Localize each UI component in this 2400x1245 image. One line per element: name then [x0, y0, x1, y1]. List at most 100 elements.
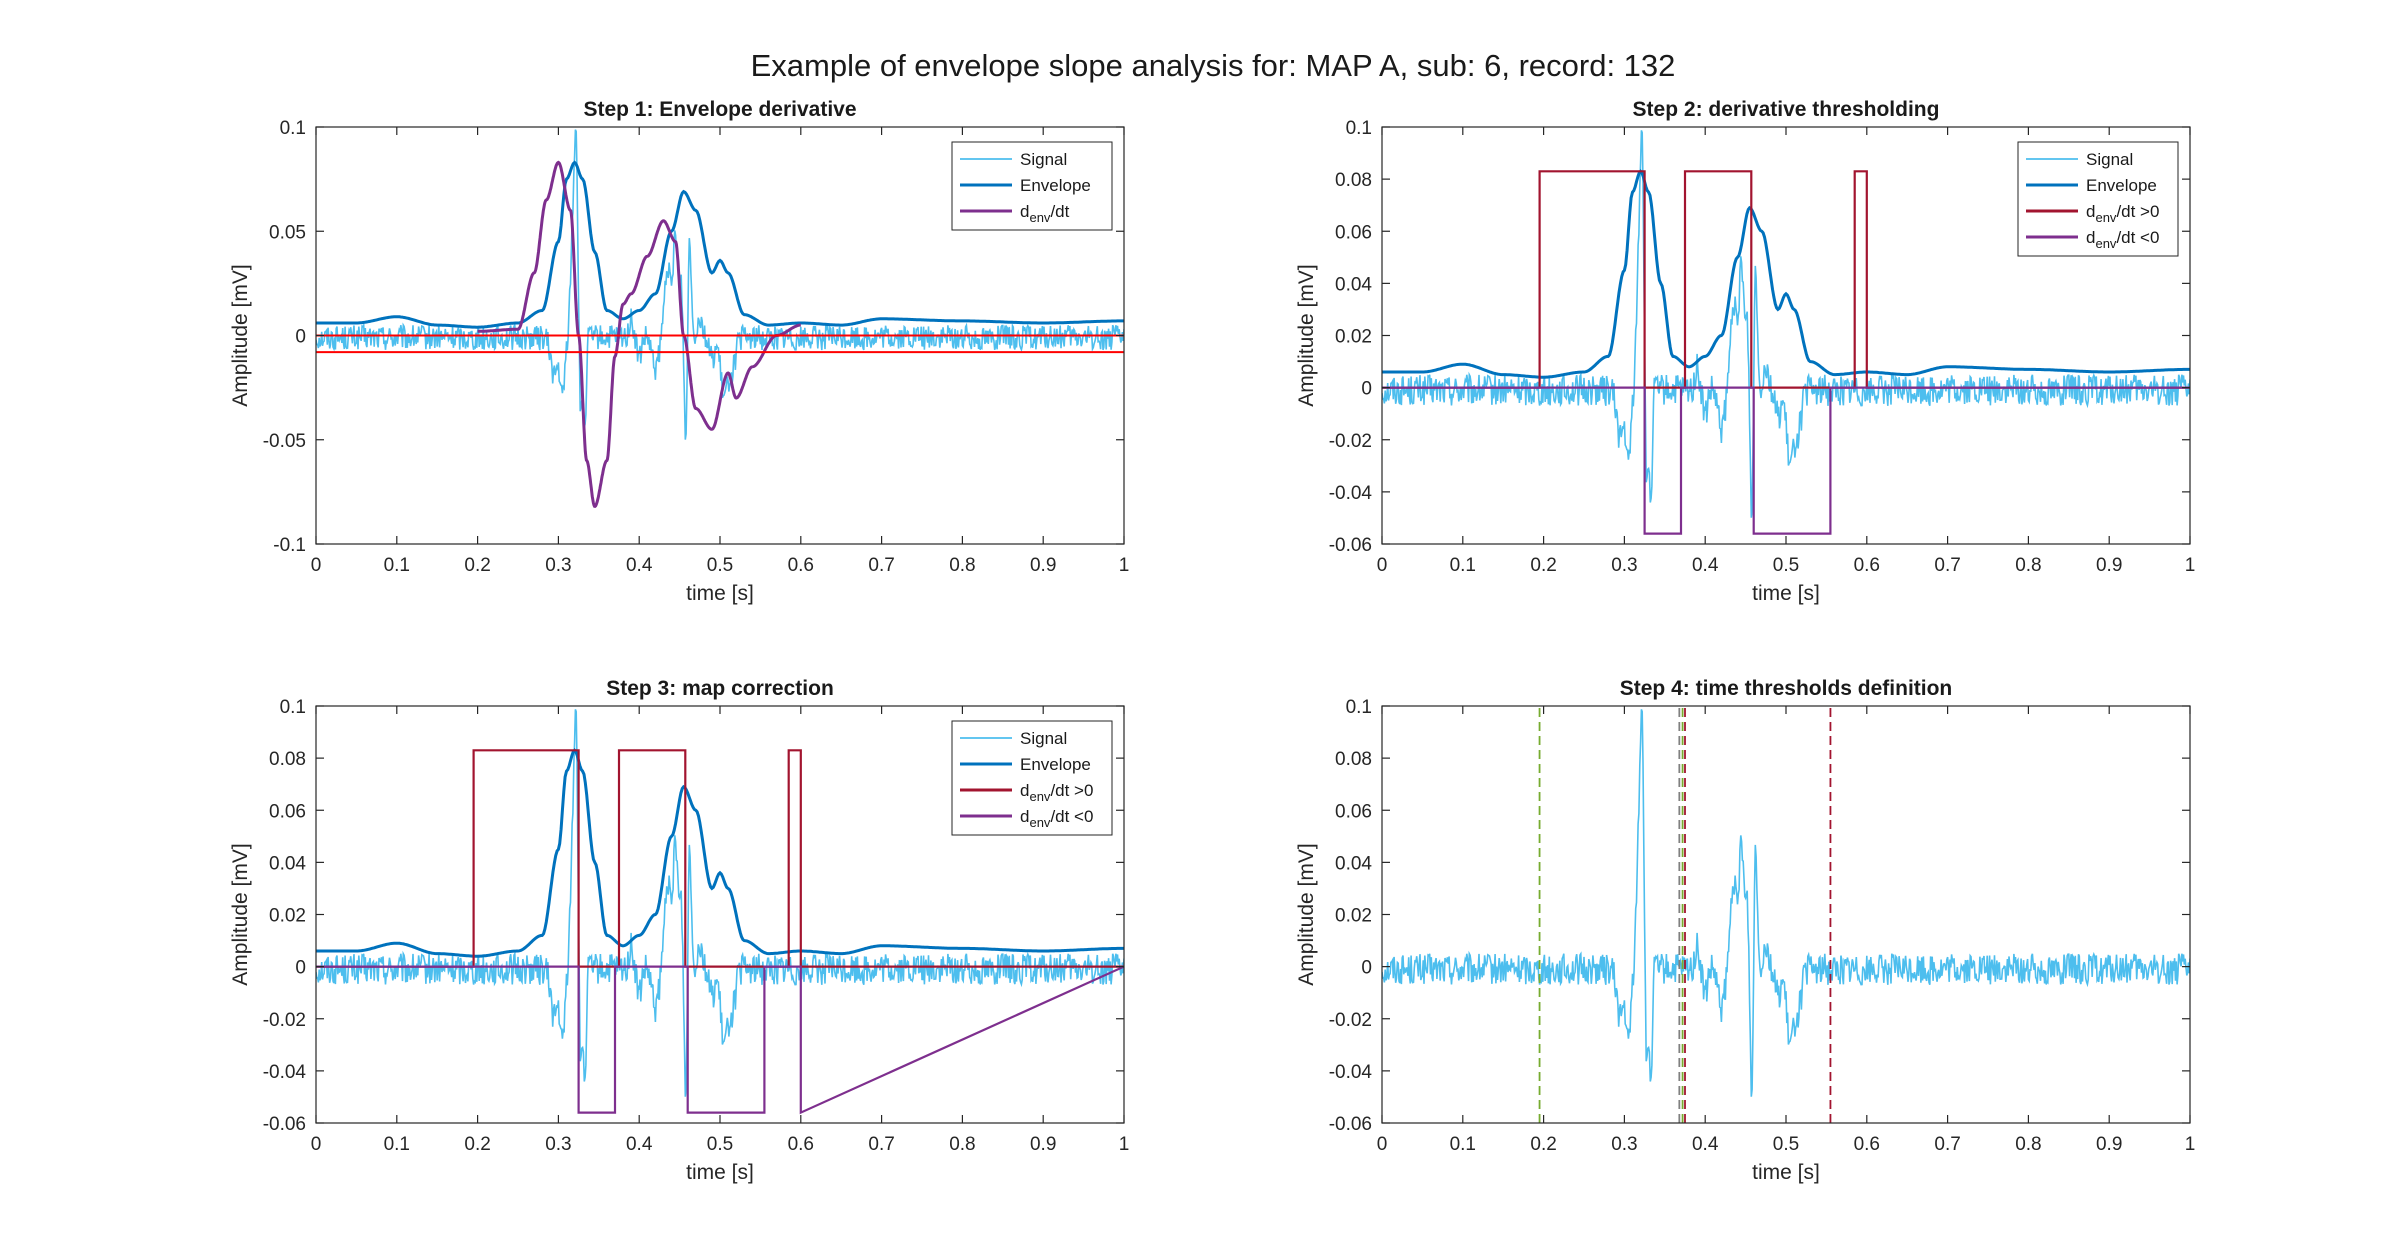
x-axis-label: time [s] [686, 582, 754, 605]
x-tick-label: 0.8 [2015, 1134, 2041, 1155]
y-tick-label: 0.05 [269, 222, 306, 243]
y-tick-label: -0.02 [1329, 1010, 1372, 1031]
x-tick-label: 0.3 [1611, 1134, 1637, 1155]
y-axis-label: Amplitude [mV] [1295, 264, 1318, 406]
y-tick-label: -0.06 [1329, 1114, 1372, 1135]
y-tick-label: 0.06 [269, 801, 306, 822]
x-tick-label: 0.3 [545, 1134, 571, 1155]
x-tick-label: 0.1 [1450, 555, 1476, 576]
subplot-step1: 0 0.1 0.2 0.3 0.4 0.5 0.6 0.7 0.8 0.9 1 -0.1 -0.05 0 0… [229, 98, 1129, 605]
x-tick-label: 0.9 [1030, 1134, 1056, 1155]
y-tick-label: 0.08 [269, 749, 306, 770]
legend-label: Signal [1020, 729, 1067, 748]
y-tick-label: 0.1 [280, 697, 306, 718]
negative-slope-line [1382, 386, 2190, 535]
x-tick-label: 0.5 [1773, 1134, 1799, 1155]
x-tick-label: 0.8 [949, 1134, 975, 1155]
y-tick-label: 0 [295, 958, 306, 979]
signal-line [316, 129, 1124, 440]
y-tick-label: -0.04 [1329, 1062, 1373, 1083]
x-tick-label: 0.1 [384, 1134, 410, 1155]
x-tick-label: 0.4 [1692, 555, 1719, 576]
y-tick-label: 0.08 [1335, 749, 1372, 770]
x-tick-label: 1 [2185, 555, 2196, 576]
x-tick-label: 0.5 [707, 1134, 733, 1155]
subplot-step4: 0 0.1 0.2 0.3 0.4 0.5 0.6 0.7 0.8 0.9 1 -0.06 -0.04 -… [1295, 677, 2195, 1184]
x-tick-label: 0 [311, 555, 322, 576]
x-tick-label: 0.9 [1030, 555, 1056, 576]
subplot-title: Step 3: map correction [606, 677, 834, 700]
x-tick-label: 0.2 [464, 555, 490, 576]
x-tick-label: 0.5 [707, 555, 733, 576]
y-tick-label: 0.04 [1335, 274, 1372, 295]
y-tick-label: 0.1 [1346, 697, 1372, 718]
subplot-title: Step 2: derivative thresholding [1633, 98, 1940, 121]
x-axis-label: time [s] [1752, 1161, 1820, 1184]
y-tick-label: 0 [295, 327, 306, 348]
legend-label: Signal [1020, 150, 1067, 169]
x-tick-label: 0.6 [1854, 555, 1880, 576]
x-tick-label: 0 [1377, 555, 1388, 576]
y-tick-label: 0.08 [1335, 170, 1372, 191]
x-tick-label: 1 [2185, 1134, 2196, 1155]
x-tick-label: 0.7 [868, 1134, 894, 1155]
x-tick-label: 0.5 [1773, 555, 1799, 576]
subplot-step3: 0 0.1 0.2 0.3 0.4 0.5 0.6 0.7 0.8 0.9 1 -0.06 -0.04 -… [229, 677, 1129, 1184]
y-tick-label: 0.1 [1346, 118, 1372, 139]
y-tick-label: 0.1 [280, 118, 306, 139]
x-tick-label: 0.9 [2096, 1134, 2122, 1155]
subplot-title: Step 4: time thresholds definition [1620, 677, 1953, 700]
y-tick-label: -0.04 [1329, 483, 1373, 504]
y-axis-label: Amplitude [mV] [229, 843, 252, 985]
x-tick-label: 0.2 [1530, 555, 1556, 576]
x-tick-label: 0.3 [1611, 555, 1637, 576]
y-tick-label: 0.02 [269, 906, 306, 927]
x-tick-label: 0.4 [626, 555, 653, 576]
x-axis-label: time [s] [686, 1161, 754, 1184]
x-tick-label: 0.1 [1450, 1134, 1476, 1155]
x-tick-label: 0.9 [2096, 555, 2122, 576]
y-tick-label: 0.02 [1335, 906, 1372, 927]
x-tick-label: 0.6 [788, 555, 814, 576]
legend-label: denv/dt >0 [1020, 781, 1093, 804]
legend-label: Envelope [2086, 176, 2157, 195]
plot-area [1382, 706, 2190, 1123]
x-tick-label: 0.7 [1934, 555, 1960, 576]
x-tick-label: 0.4 [626, 1134, 653, 1155]
y-tick-label: -0.04 [263, 1062, 307, 1083]
x-tick-label: 0.2 [464, 1134, 490, 1155]
plot-lines [316, 129, 1124, 509]
plot-lines [1382, 706, 2190, 1123]
envelope-line [316, 747, 1124, 958]
plot-lines [1382, 130, 2190, 535]
x-tick-label: 1 [1119, 1134, 1130, 1155]
y-tick-label: -0.06 [263, 1114, 306, 1135]
subplot-title: Step 1: Envelope derivative [583, 98, 856, 121]
y-tick-label: -0.1 [273, 535, 306, 556]
y-tick-label: 0.04 [1335, 853, 1372, 874]
positive-slope-line [1382, 170, 2190, 389]
y-tick-label: 0.04 [269, 853, 306, 874]
y-tick-label: 0.06 [1335, 222, 1372, 243]
legend-label: Signal [2086, 150, 2133, 169]
y-tick-label: -0.02 [1329, 431, 1372, 452]
y-tick-label: 0 [1361, 379, 1372, 400]
y-tick-label: -0.05 [263, 431, 306, 452]
legend-label: denv/dt [1020, 202, 1070, 225]
y-tick-label: 0 [1361, 958, 1372, 979]
legend-label: Envelope [1020, 755, 1091, 774]
plot-lines [316, 709, 1124, 1115]
x-tick-label: 0.8 [2015, 555, 2041, 576]
signal-line [1382, 130, 2190, 518]
legend-label: denv/dt <0 [1020, 807, 1093, 830]
y-tick-label: -0.06 [1329, 535, 1372, 556]
x-tick-label: 0.6 [1854, 1134, 1880, 1155]
x-tick-label: 0.8 [949, 555, 975, 576]
y-tick-label: 0.06 [1335, 801, 1372, 822]
y-axis-label: Amplitude [mV] [1295, 843, 1318, 985]
x-tick-label: 0.6 [788, 1134, 814, 1155]
y-tick-label: -0.02 [263, 1010, 306, 1031]
legend-label: denv/dt <0 [2086, 228, 2159, 251]
positive-slope-line [316, 749, 1124, 968]
